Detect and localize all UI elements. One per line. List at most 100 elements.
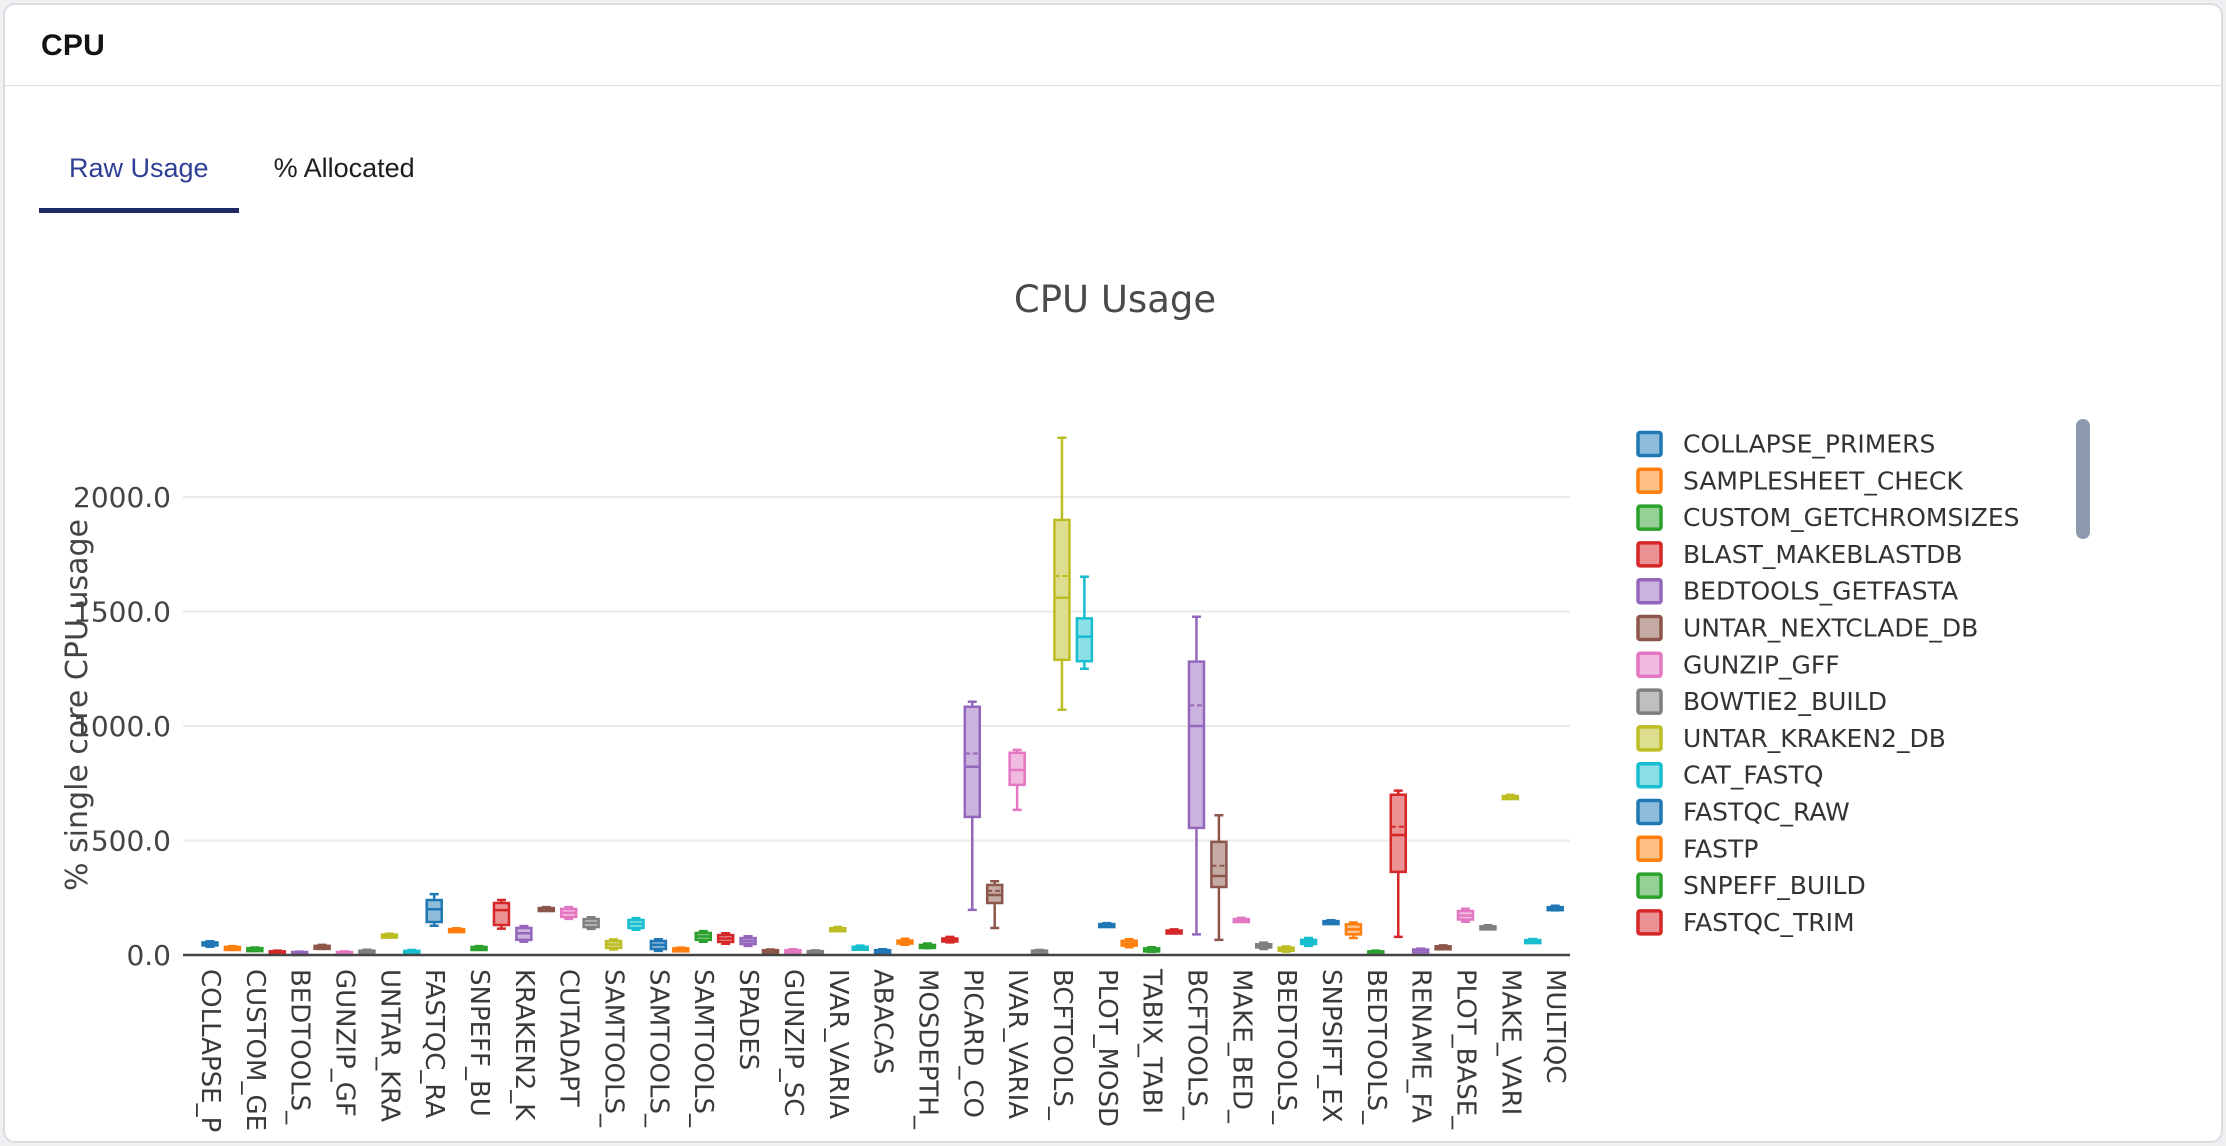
box-plot-trace[interactable] xyxy=(739,934,757,948)
x-tick-label: RENAME_FA xyxy=(1406,969,1436,1123)
box-plot-trace[interactable] xyxy=(1277,945,1295,953)
box-plot-trace[interactable] xyxy=(447,926,466,934)
chart-title: CPU Usage xyxy=(1014,278,1216,321)
legend-item-samplesheet_check[interactable]: SAMPLESHEET_CHECK xyxy=(1636,466,1963,495)
box-plot-trace[interactable] xyxy=(1344,921,1363,940)
y-axis-title: % single core CPU usage xyxy=(60,519,95,891)
box-plot-trace[interactable] xyxy=(1142,945,1161,954)
y-tick-label: 1500.0 xyxy=(73,596,171,629)
box-plot-trace[interactable] xyxy=(806,949,825,956)
x-tick-label: ABACAS xyxy=(868,969,898,1074)
box-plot-trace[interactable] xyxy=(246,946,264,953)
legend-item-bowtie2_build[interactable]: BOWTIE2_BUILD xyxy=(1636,687,1887,716)
legend-item-fastqc_trim[interactable]: FASTQC_TRIM xyxy=(1636,908,1855,937)
box-plot-trace[interactable] xyxy=(716,931,735,946)
x-tick-label: BCFTOOLS_ xyxy=(1047,969,1077,1121)
legend-label: UNTAR_KRAKEN2_DB xyxy=(1683,724,1946,753)
box-plot-trace[interactable] xyxy=(1232,916,1251,924)
box-plot-trace[interactable] xyxy=(470,944,488,952)
box-plot-trace[interactable] xyxy=(582,915,600,931)
legend-label: SAMPLESHEET_CHECK xyxy=(1683,466,1963,495)
box-plot-trace[interactable] xyxy=(761,948,780,955)
box-plot-trace[interactable] xyxy=(425,892,443,927)
box-plot-trace[interactable] xyxy=(313,943,331,951)
box-plot-trace[interactable] xyxy=(829,925,847,933)
legend-swatch xyxy=(1636,430,1663,458)
legend-swatch xyxy=(1636,467,1663,495)
x-tick-label: GUNZIP_SC xyxy=(778,969,808,1116)
tab-bar: Raw Usage % Allocated xyxy=(39,153,2221,213)
legend-item-snpeff_build[interactable]: SNPEFF_BUILD xyxy=(1636,871,1866,900)
box-plot-trace[interactable] xyxy=(1501,793,1520,801)
box-whisker xyxy=(990,880,1000,930)
legend-scrollbar[interactable] xyxy=(2076,419,2090,539)
box-plot-trace[interactable] xyxy=(985,880,1004,930)
box-whisker xyxy=(1012,748,1022,812)
legend-item-blast_makeblastdb[interactable]: BLAST_MAKEBLASTDB xyxy=(1636,540,1963,569)
legend-item-bedtools_getfasta[interactable]: BEDTOOLS_GETFASTA xyxy=(1636,577,1958,606)
box-plot-trace[interactable] xyxy=(1098,921,1116,929)
cpu-card: CPU Raw Usage % Allocated 0.0 500.0 1000.0… xyxy=(3,3,2223,1143)
legend-item-custom_getchromsizes[interactable]: CUSTOM_GETCHROMSIZES xyxy=(1636,503,2020,532)
box-plot-trace[interactable] xyxy=(1322,918,1340,926)
tab-raw-usage[interactable]: Raw Usage xyxy=(39,153,239,213)
box-plot-trace[interactable] xyxy=(627,916,645,932)
box-plot-trace[interactable] xyxy=(537,905,556,913)
legend-item-gunzip_gff[interactable]: GUNZIP_GFF xyxy=(1636,650,1840,679)
box-plot-trace[interactable] xyxy=(873,948,892,955)
box-plot-trace[interactable] xyxy=(1389,789,1408,939)
box-plot-trace[interactable] xyxy=(559,905,578,921)
box-plot-trace[interactable] xyxy=(1210,814,1228,942)
legend-swatch xyxy=(1636,761,1663,789)
legend-item-cat_fastq[interactable]: CAT_FASTQ xyxy=(1636,761,1823,790)
box-plot-trace[interactable] xyxy=(672,946,690,953)
box-plot-trace[interactable] xyxy=(1030,948,1049,955)
box-plot-trace[interactable] xyxy=(784,948,802,955)
box-plot-trace[interactable] xyxy=(1254,941,1273,951)
cpu-usage-chart: 0.0 500.0 1000.0 1500.0 2000.0 COLLAPSE_P CUST… xyxy=(60,278,2090,1132)
box-plot-trace[interactable] xyxy=(201,940,219,949)
box-plot-trace[interactable] xyxy=(896,937,914,946)
legend-swatch xyxy=(1636,577,1663,605)
box-plot-trace[interactable] xyxy=(223,944,242,952)
tab-percent-allocated[interactable]: % Allocated xyxy=(273,153,415,183)
box-plot-trace[interactable] xyxy=(1120,937,1138,949)
box-plot-trace[interactable] xyxy=(1075,575,1094,670)
box-plot-trace[interactable] xyxy=(1524,937,1542,945)
x-tick-label: GUNZIP_GF xyxy=(330,969,360,1117)
x-tick-label: BEDTOOLS_ xyxy=(1271,969,1301,1125)
box-plot-trace[interactable] xyxy=(515,924,533,943)
box-plot-trace[interactable] xyxy=(403,948,421,956)
box-plot-trace[interactable] xyxy=(918,942,937,950)
box-plot-trace[interactable] xyxy=(1479,923,1497,931)
box-plot-trace[interactable] xyxy=(694,929,712,943)
legend-item-fastqc_raw[interactable]: FASTQC_RAW xyxy=(1636,798,1850,827)
box-plot-trace[interactable] xyxy=(1434,944,1452,951)
box-plot-trace[interactable] xyxy=(1299,936,1318,948)
box-plot-trace[interactable] xyxy=(604,938,623,951)
box-plot-trace[interactable] xyxy=(1187,615,1206,936)
x-tick-label: MAKE_VARI xyxy=(1495,969,1525,1115)
legend-item-untar_kraken2_db[interactable]: UNTAR_KRAKEN2_DB xyxy=(1636,724,1946,753)
box-plot-trace[interactable] xyxy=(1165,928,1183,935)
legend-item-fastp[interactable]: FASTP xyxy=(1636,834,1758,863)
box-plot-trace[interactable] xyxy=(290,950,309,957)
box-plot-trace[interactable] xyxy=(1456,907,1475,924)
box-plot-trace[interactable] xyxy=(1411,947,1430,954)
box-plot-trace[interactable] xyxy=(380,932,399,939)
legend-item-collapse_primers[interactable]: COLLAPSE_PRIMERS xyxy=(1636,430,1935,459)
box-plot-trace[interactable] xyxy=(492,898,511,930)
box-plot-trace[interactable] xyxy=(358,948,376,955)
box-plot-trace[interactable] xyxy=(1053,436,1071,711)
legend-item-untar_nextclade_db[interactable]: UNTAR_NEXTCLADE_DB xyxy=(1636,614,1978,643)
box-plot-trace[interactable] xyxy=(1008,748,1026,812)
box-iqr xyxy=(963,705,982,819)
box-plot-trace[interactable] xyxy=(1546,904,1564,912)
legend-swatch xyxy=(1636,798,1663,826)
box-iqr xyxy=(1210,840,1228,889)
box-whisker xyxy=(1214,814,1224,942)
box-plot-trace[interactable] xyxy=(851,944,869,952)
box-plot-trace[interactable] xyxy=(963,700,982,912)
box-plot-trace[interactable] xyxy=(649,937,668,953)
box-plot-trace[interactable] xyxy=(941,935,959,944)
